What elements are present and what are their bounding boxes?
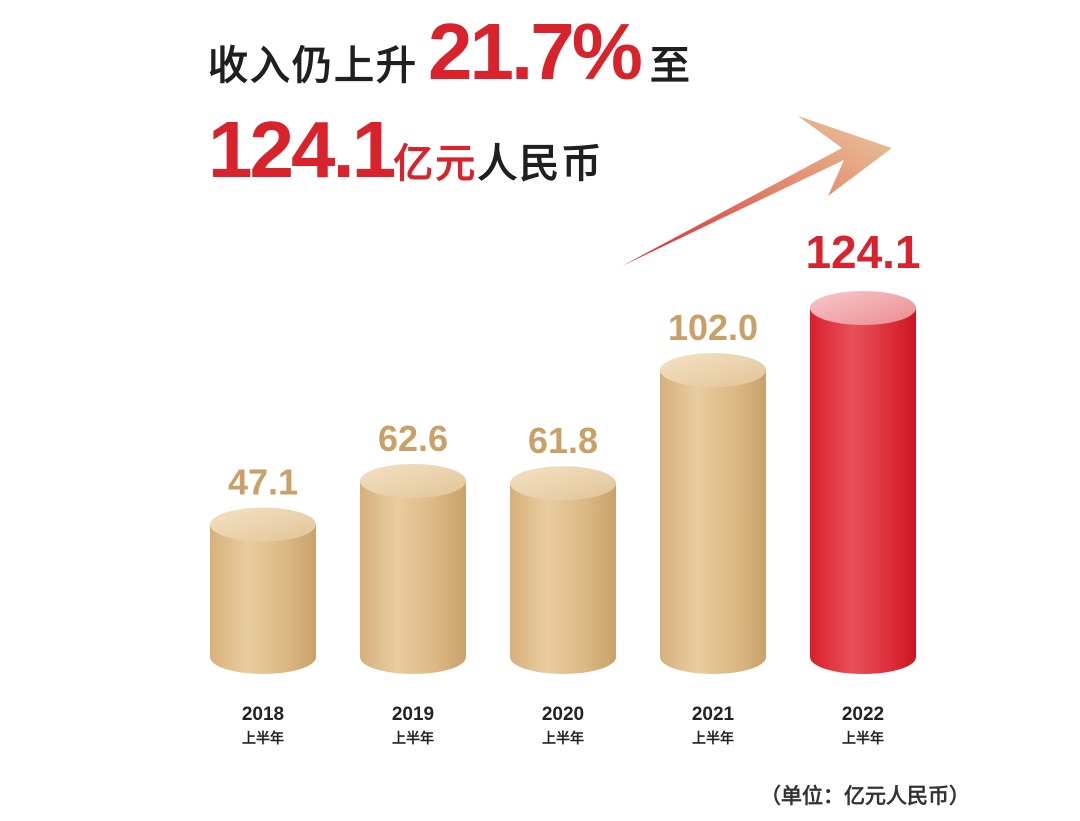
tick-label-year: 2022: [842, 704, 884, 725]
tick-sublabel: 上半年: [392, 730, 434, 747]
headline-prefix: 收入仍上升: [208, 43, 418, 89]
bars-layer: 47.1 2018 上半年 62.6 2019 上半年 61.8 2020 上半年 102.0 20…: [210, 226, 921, 747]
tick-sublabel: 上半年: [542, 730, 584, 747]
headline-line-2: 124.1亿元人民币: [208, 104, 603, 196]
value-label: 62.6: [378, 418, 448, 459]
value-label: 124.1: [805, 226, 920, 278]
tick-label-year: 2021: [692, 704, 735, 725]
tick-label-year: 2018: [242, 704, 284, 725]
bar-top: [210, 507, 316, 542]
bar-2018: [210, 507, 316, 674]
headline-unit-red: 亿元: [393, 141, 478, 187]
value-label: 61.8: [528, 420, 598, 461]
bar-2020: [510, 466, 616, 674]
tick-sublabel: 上半年: [692, 730, 734, 747]
bar-body: [210, 524, 316, 674]
bar-top: [510, 466, 616, 501]
tick-label-year: 2019: [392, 704, 434, 725]
bar-body: [510, 483, 616, 674]
tick-sublabel: 上半年: [842, 730, 884, 747]
bar-body: [810, 308, 916, 674]
headline-connector: 至: [649, 43, 692, 89]
bar-2022: [810, 291, 916, 674]
bar-2019: [360, 463, 466, 674]
value-label: 47.1: [228, 462, 298, 503]
unit-note: （单位：亿元人民币）: [760, 784, 970, 808]
headline-growth-percent: 21.7%: [428, 7, 643, 96]
headline-line-1: 收入仍上升 21.7% 至: [208, 6, 692, 98]
bar-body: [660, 370, 766, 674]
headline-unit-dark: 人民币: [477, 141, 604, 187]
tick-label-year: 2020: [542, 704, 584, 725]
bar-top: [360, 463, 466, 498]
tick-sublabel: 上半年: [242, 730, 284, 747]
bar-2021: [660, 353, 766, 674]
headline-amount: 124.1: [208, 105, 396, 194]
bar-top: [810, 291, 916, 325]
bar-body: [360, 480, 466, 674]
value-label: 102.0: [668, 307, 758, 348]
bar-top: [660, 353, 766, 388]
